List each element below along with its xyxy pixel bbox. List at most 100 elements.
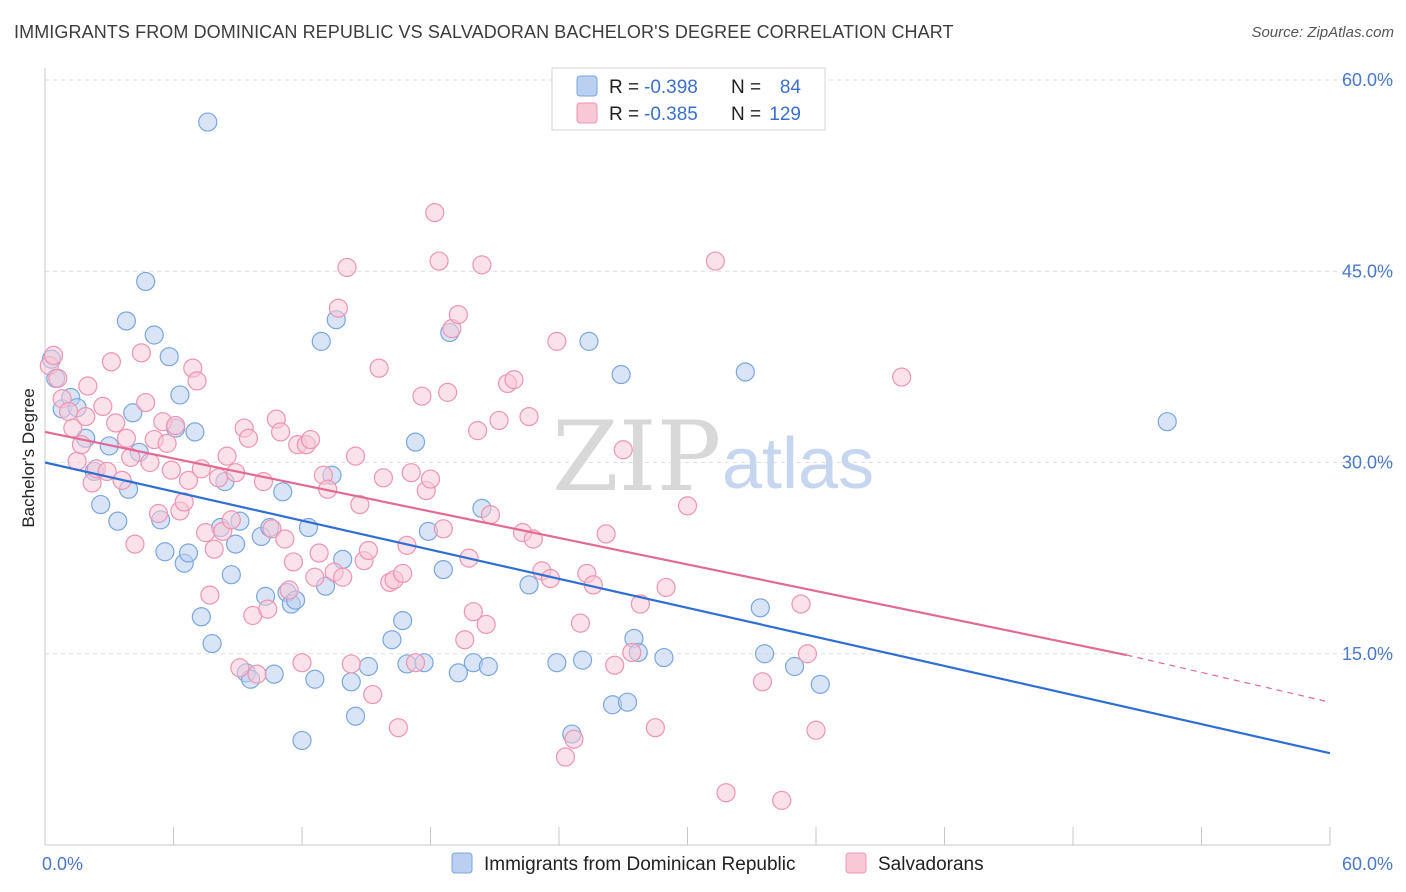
x-tick-label-max: 60.0%: [1342, 854, 1393, 874]
point-salvadoran: [504, 370, 524, 390]
gridlines: [45, 79, 1393, 655]
stats-r-value-pink: -0.385: [644, 104, 698, 125]
point-dominican: [810, 674, 830, 694]
point-salvadoran: [217, 446, 237, 466]
point-salvadoran: [489, 410, 509, 431]
point-salvadoran: [121, 447, 141, 467]
point-dominican: [108, 511, 128, 531]
stats-n-key-pink: N =: [731, 104, 761, 125]
point-salvadoran: [279, 580, 299, 600]
point-salvadoran: [393, 563, 413, 584]
trendline-salvadoran: [44, 430, 1127, 657]
point-salvadoran: [806, 720, 826, 740]
point-salvadoran: [892, 367, 912, 387]
point-dominican: [1157, 412, 1177, 432]
point-dominican: [264, 664, 284, 684]
point-salvadoran: [476, 614, 496, 635]
point-dominican: [221, 565, 241, 585]
point-dominican: [478, 656, 498, 677]
point-dominican: [611, 364, 631, 385]
point-dominican: [341, 672, 361, 692]
point-dominican: [735, 362, 755, 382]
point-dominican: [519, 575, 539, 595]
point-salvadoran: [157, 433, 177, 453]
point-salvadoran: [140, 452, 160, 473]
stats-n-value-pink: 129: [769, 104, 801, 125]
point-salvadoran: [178, 470, 199, 490]
point-salvadoran: [448, 305, 468, 325]
point-salvadoran: [247, 664, 267, 684]
point-salvadoran: [350, 494, 370, 515]
point-dominican: [311, 331, 331, 351]
point-salvadoran: [187, 371, 207, 391]
point-dominican: [185, 422, 205, 442]
point-salvadoran: [136, 392, 156, 413]
point-salvadoran: [605, 655, 625, 675]
y-tick-label: 45.0%: [1342, 261, 1393, 281]
y-axis-label: Bachelor's Degree: [19, 388, 38, 527]
point-salvadoran: [283, 552, 304, 572]
point-salvadoran: [388, 718, 408, 738]
point-salvadoran: [43, 345, 64, 365]
trendline-dominican: [44, 461, 1331, 755]
point-salvadoran: [58, 401, 79, 422]
point-salvadoran: [412, 386, 432, 406]
x-axis-ticks: [44, 827, 1331, 845]
stats-swatch-blue: [576, 75, 598, 97]
point-salvadoran: [221, 510, 241, 530]
point-dominican: [433, 559, 453, 580]
point-salvadoran: [369, 358, 389, 378]
point-salvadoran: [148, 503, 169, 524]
point-salvadoran: [677, 496, 698, 516]
point-dominican: [345, 706, 366, 726]
point-dominican: [123, 403, 143, 423]
point-salvadoran: [420, 469, 441, 489]
point-dominican: [382, 630, 402, 650]
point-dominican: [292, 730, 312, 751]
point-dominican: [654, 647, 674, 668]
source-credit: Source: ZipAtlas.com: [1251, 24, 1394, 41]
point-salvadoran: [570, 613, 591, 633]
trend-lines: [44, 430, 1331, 755]
point-salvadoran: [196, 523, 216, 543]
point-salvadoran: [433, 519, 453, 539]
point-salvadoran: [716, 783, 736, 803]
point-salvadoran: [208, 468, 229, 488]
point-dominican: [448, 663, 468, 683]
legend-swatch-dominican: [451, 852, 473, 874]
point-salvadoran: [125, 534, 145, 554]
point-salvadoran: [258, 599, 278, 619]
point-salvadoran: [401, 463, 421, 483]
point-salvadoran: [333, 567, 353, 587]
point-dominican: [91, 494, 111, 515]
legend-swatch-salvadoran: [845, 852, 867, 874]
stats-swatch-pink: [576, 102, 598, 124]
point-salvadoran: [772, 790, 792, 810]
point-salvadoran: [200, 585, 220, 605]
stats-legend: R = -0.398 N = 84 R = -0.385 N = 129: [551, 67, 826, 131]
point-salvadoran: [429, 251, 449, 271]
point-salvadoran: [613, 440, 633, 460]
point-salvadoran: [564, 729, 584, 749]
bottom-legend: Immigrants from Dominican Republic Salva…: [451, 852, 984, 875]
point-salvadoran: [48, 368, 68, 388]
chart-title: IMMIGRANTS FROM DOMINICAN REPUBLIC VS SA…: [14, 22, 954, 42]
point-salvadoran: [275, 529, 295, 549]
point-salvadoran: [425, 203, 445, 223]
point-salvadoran: [480, 505, 501, 525]
stats-r-key-pink: R =: [609, 104, 639, 125]
point-dominican: [617, 692, 638, 712]
x-tick-label-min: 0.0%: [42, 854, 83, 874]
point-salvadoran: [656, 577, 676, 598]
point-salvadoran: [472, 255, 492, 275]
point-salvadoran: [705, 251, 725, 271]
y-tick-label: 30.0%: [1342, 453, 1393, 473]
point-dominican: [305, 669, 325, 689]
trendline-salvadoran-extension: [1126, 654, 1331, 703]
point-salvadoran: [455, 630, 475, 650]
point-salvadoran: [238, 428, 259, 448]
point-dominican: [191, 607, 211, 627]
point-salvadoran: [106, 413, 126, 433]
point-dominican: [750, 598, 770, 618]
